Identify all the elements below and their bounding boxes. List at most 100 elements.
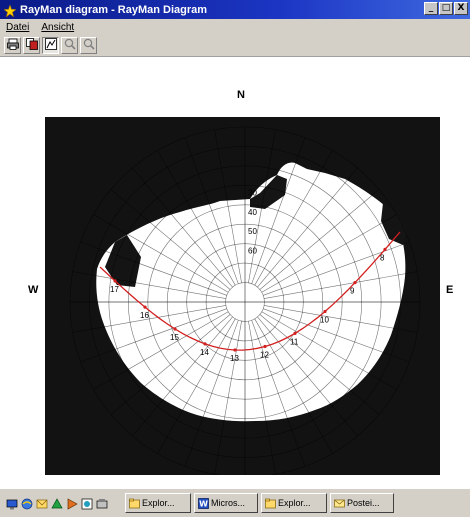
program-quicklaunch-icon[interactable] bbox=[96, 497, 108, 509]
azimuth-line bbox=[264, 305, 418, 333]
azimuth-line bbox=[257, 316, 358, 437]
sun-hour-label: 16 bbox=[140, 311, 149, 320]
sun-hour-marker bbox=[203, 342, 207, 346]
azimuth-line bbox=[214, 129, 242, 283]
sun-hour-marker bbox=[353, 281, 357, 285]
mail-icon bbox=[334, 498, 345, 509]
taskbar-item-label: Explor... bbox=[278, 498, 311, 508]
azimuth-line bbox=[261, 214, 397, 293]
minimize-button[interactable]: _ bbox=[424, 2, 438, 15]
sun-hour-label: 15 bbox=[170, 333, 179, 342]
sun-hour-label: 17 bbox=[110, 285, 119, 294]
azimuth-line bbox=[184, 320, 239, 467]
taskbar-item-label: Explor... bbox=[142, 498, 175, 508]
azimuth-line bbox=[93, 311, 229, 390]
sun-hour-marker bbox=[143, 305, 147, 309]
altitude-label: 30 bbox=[248, 188, 257, 197]
sun-hour-marker bbox=[323, 309, 327, 314]
menu-datei[interactable]: Datei bbox=[6, 21, 30, 33]
sun-hour-label: 12 bbox=[260, 351, 269, 360]
compass-west: W bbox=[28, 284, 39, 296]
sun-hour-marker bbox=[383, 247, 387, 251]
title-bar[interactable]: RayMan diagram - RayMan Diagram _ □ X bbox=[0, 0, 470, 19]
taskbar-item-mail[interactable]: Postei... bbox=[330, 493, 394, 513]
azimuth-line bbox=[184, 137, 239, 284]
taskbar: Explor... W Micros... Explor... Postei..… bbox=[0, 488, 470, 517]
channels-quicklaunch-icon[interactable] bbox=[51, 497, 63, 509]
zoom-out-button[interactable] bbox=[80, 37, 97, 54]
azimuth-line bbox=[93, 214, 229, 293]
sun-hour-marker bbox=[233, 348, 237, 352]
azimuth-line bbox=[248, 129, 276, 283]
azimuth-line bbox=[80, 241, 227, 296]
polar-grid bbox=[69, 126, 421, 475]
menu-ansicht[interactable]: Ansicht bbox=[41, 21, 75, 33]
maximize-button[interactable]: □ bbox=[439, 2, 453, 15]
copy-icon bbox=[25, 37, 38, 55]
azimuth-line bbox=[80, 308, 227, 363]
toolbar bbox=[0, 35, 470, 57]
azimuth-line bbox=[110, 189, 231, 290]
azimuth-line bbox=[259, 314, 380, 415]
azimuth-line bbox=[132, 167, 233, 288]
taskbar-item-label: Micros... bbox=[211, 498, 246, 508]
diagram-button[interactable] bbox=[42, 37, 59, 54]
visible-sky-area bbox=[96, 162, 406, 422]
azimuth-line bbox=[110, 314, 231, 415]
altitude-label: 40 bbox=[248, 208, 257, 217]
explorer-quicklaunch-icon[interactable] bbox=[21, 497, 33, 510]
word-icon: W bbox=[198, 497, 209, 509]
desktop-icon[interactable] bbox=[6, 497, 18, 510]
tree-obstruction-top bbox=[250, 175, 287, 209]
close-button[interactable]: X bbox=[454, 2, 468, 15]
explorer-icon bbox=[265, 498, 276, 509]
altitude-label: 60 bbox=[248, 247, 257, 256]
media-quicklaunch-icon[interactable] bbox=[66, 497, 78, 510]
menu-bar: Datei Ansicht bbox=[0, 19, 470, 35]
azimuth-line bbox=[132, 316, 233, 437]
azimuth-line bbox=[257, 167, 358, 288]
azimuth-line bbox=[248, 321, 276, 475]
taskbar-item-word[interactable]: W Micros... bbox=[194, 493, 258, 513]
building-obstruction-right bbox=[381, 203, 407, 245]
azimuth-line bbox=[254, 318, 333, 454]
compass-east: E bbox=[446, 284, 454, 296]
azimuth-line bbox=[261, 311, 397, 390]
sun-hour-marker bbox=[173, 327, 177, 331]
window-title: RayMan diagram - RayMan Diagram bbox=[20, 3, 208, 16]
azimuth-line bbox=[72, 271, 226, 299]
azimuth-line bbox=[251, 320, 306, 467]
zoom-in-button[interactable] bbox=[61, 37, 78, 54]
sun-hour-label: 11 bbox=[290, 337, 299, 346]
fisheye-sky-diagram: 60 50 40 30 17 16 15 14 13 12 11 10 9 8 bbox=[45, 117, 440, 475]
taskbar-item-explorer-1[interactable]: Explor... bbox=[125, 493, 191, 513]
azimuth-line bbox=[254, 150, 333, 286]
print-button[interactable] bbox=[4, 37, 21, 54]
diagram-icon bbox=[44, 37, 57, 55]
explorer-icon bbox=[129, 498, 140, 509]
copy-button[interactable] bbox=[23, 37, 40, 54]
azimuth-line bbox=[263, 308, 410, 363]
zoom-in-icon bbox=[64, 37, 76, 55]
sun-hour-label: 8 bbox=[380, 253, 385, 262]
outlook-quicklaunch-icon[interactable] bbox=[36, 497, 48, 509]
sun-hour-marker bbox=[263, 344, 267, 349]
image-quicklaunch-icon[interactable] bbox=[81, 497, 93, 510]
taskbar-item-explorer-2[interactable]: Explor... bbox=[261, 493, 327, 513]
sun-hour-label: 13 bbox=[230, 354, 239, 363]
altitude-labels: 60 50 40 30 bbox=[248, 188, 257, 255]
azimuth-line bbox=[251, 137, 306, 284]
sun-path-line bbox=[99, 231, 401, 351]
sun-path-hour-labels: 17 16 15 14 13 12 11 10 9 8 bbox=[110, 247, 387, 363]
taskbar-item-label: Postei... bbox=[347, 498, 380, 508]
print-icon bbox=[6, 37, 19, 55]
azimuth-line bbox=[214, 321, 242, 475]
azimuth-line bbox=[72, 305, 226, 333]
sun-hour-marker bbox=[293, 331, 297, 335]
app-icon bbox=[3, 3, 17, 18]
azimuth-line bbox=[264, 271, 418, 299]
azimuth-line bbox=[259, 189, 380, 290]
sun-hour-label: 14 bbox=[200, 348, 209, 357]
sun-hour-label: 10 bbox=[320, 316, 329, 325]
